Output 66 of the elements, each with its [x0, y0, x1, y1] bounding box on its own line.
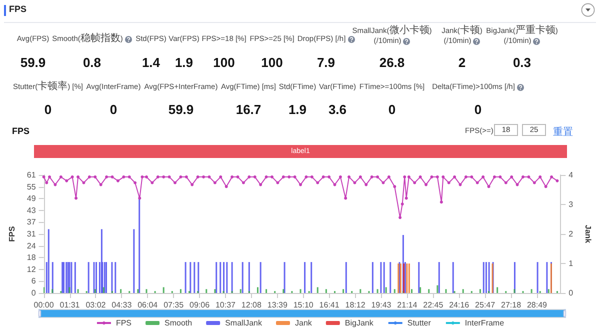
y2-axis-title: Jank: [584, 224, 592, 244]
data-label: 1.9: [174, 55, 194, 70]
y2-tick-label: 4: [568, 170, 574, 180]
data-label: 0: [43, 102, 53, 117]
data-label: 16.7: [234, 102, 262, 117]
y-tick-label: 18: [26, 253, 36, 262]
x-tick-label: 07:35: [164, 300, 184, 310]
x-tick-label: 01:31: [60, 300, 80, 310]
y-tick-label: 24: [26, 241, 36, 250]
x-tick-label: 04:33: [112, 300, 132, 310]
legend-label: BigJank: [344, 318, 374, 328]
x-tick-label: 03:02: [86, 300, 106, 310]
y-tick-label: 61: [26, 170, 36, 180]
x-tick-label: 09:06: [190, 300, 210, 310]
text: FPS: [9, 4, 27, 14]
y-tick-label: 43: [26, 206, 36, 215]
legend-label: InterFrame: [464, 318, 505, 328]
data-label: 2: [457, 55, 467, 70]
x-tick-label: 27:18: [501, 300, 522, 310]
data-label: 100: [213, 55, 235, 70]
text: 重置: [553, 126, 573, 139]
data-label: 59.9: [167, 102, 195, 117]
data-label: 26.8: [378, 55, 406, 70]
y-tick-label: 12: [26, 264, 36, 274]
x-tick-label: 22:45: [423, 300, 444, 310]
data-label: 0.8: [82, 55, 102, 70]
y-tick-label: 37: [26, 218, 36, 227]
legend-label: FPS: [116, 318, 132, 328]
x-tick-label: 00:00: [34, 300, 54, 310]
y-tick-label: 49: [26, 194, 36, 204]
y2-tick-label: 2: [568, 230, 574, 238]
x-tick-label: 15:10: [293, 300, 314, 310]
y-tick-label: 55: [26, 182, 36, 192]
x-tick-label: 06:04: [138, 300, 158, 310]
data-label: 0: [108, 102, 118, 117]
x-tick-label: 12:08: [241, 300, 262, 310]
x-tick-label: 19:43: [371, 300, 392, 310]
x-tick-label: 18:12: [345, 300, 366, 310]
y2-tick-label: 0: [568, 288, 574, 298]
legend-label: Jank: [294, 318, 313, 328]
y-tick-label: 0: [31, 288, 36, 298]
data-label: 0: [387, 102, 397, 117]
data-label: 1.4: [142, 55, 160, 70]
x-tick-label: 16:41: [319, 300, 340, 310]
legend-label: SmallJank: [225, 318, 263, 328]
y2-tick-label: 3: [568, 200, 574, 209]
y-tick-label: 31: [26, 230, 36, 238]
data-label: 100: [261, 55, 283, 70]
y-tick-label: 6: [31, 276, 36, 286]
x-tick-label: 13:39: [267, 300, 288, 310]
legend-label: Smooth: [164, 318, 192, 328]
data-label: 3.6: [328, 102, 347, 117]
data-label: 7.9: [316, 55, 336, 70]
data-label: 0: [473, 102, 483, 117]
x-tick-label: 21:14: [397, 300, 418, 310]
y-axis-title: FPS: [8, 226, 16, 242]
data-label: 59.9: [19, 55, 47, 70]
data-label: 1.9: [288, 102, 307, 117]
x-tick-label: 28:49: [526, 300, 548, 310]
x-tick-label: 10:37: [215, 300, 236, 310]
x-tick-label: 24:16: [449, 300, 470, 310]
chart-title: FPS: [12, 126, 30, 136]
legend-label: Stutter: [407, 318, 432, 328]
y2-tick-label: 1: [568, 259, 574, 268]
data-label: 0.3: [512, 55, 532, 70]
x-tick-label: 25:47: [475, 300, 496, 310]
